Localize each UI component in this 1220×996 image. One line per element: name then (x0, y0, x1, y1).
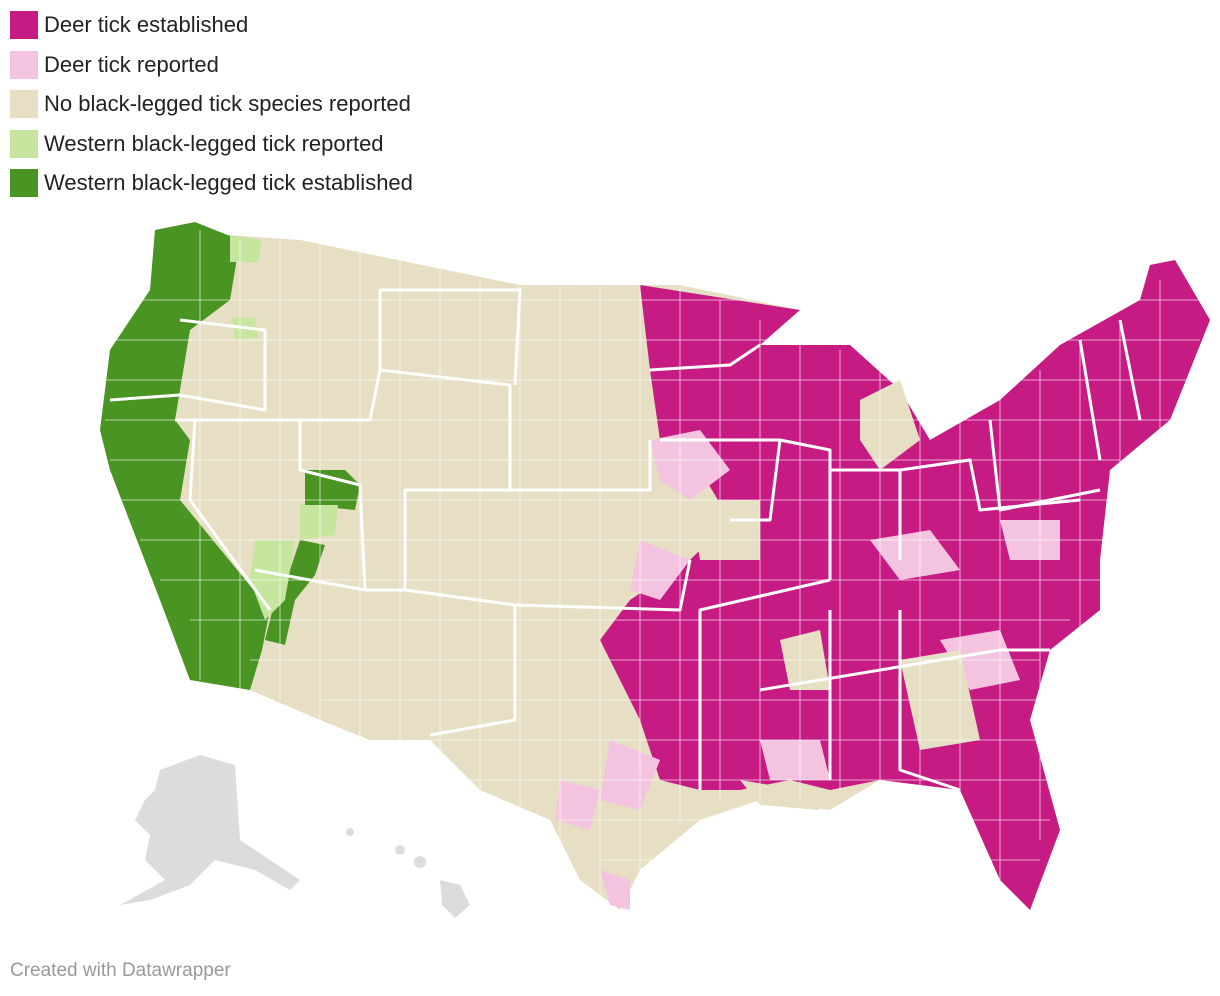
legend-item: Deer tick reported (10, 50, 219, 79)
region (760, 740, 830, 780)
region (690, 500, 760, 560)
region (600, 870, 630, 910)
region (600, 260, 1210, 910)
legend-item: Western black-legged tick established (10, 169, 413, 197)
legend-swatch (10, 50, 38, 79)
legend-label: No black-legged tick species reported (44, 91, 411, 116)
legend-item: No black-legged tick species reported (10, 90, 411, 118)
region (100, 222, 270, 690)
legend-item: Deer tick established (10, 11, 248, 39)
legend-swatch (10, 11, 38, 39)
legend-label: Western black-legged tick established (44, 170, 413, 195)
region (630, 540, 690, 600)
hawaii (395, 845, 405, 855)
legend-label: Deer tick reported (44, 51, 219, 77)
legend-swatch (10, 169, 38, 197)
region (300, 505, 338, 540)
legend-label: Deer tick established (44, 12, 249, 37)
region (555, 780, 600, 830)
hawaii (440, 880, 470, 918)
hawaii (414, 856, 426, 868)
region (870, 530, 960, 580)
region (860, 380, 920, 470)
credit: Created with Datawrapper (10, 960, 231, 981)
hawaii (346, 828, 354, 836)
region (230, 235, 262, 262)
region (600, 740, 660, 810)
legend-label: Western black-legged tick reported (44, 130, 384, 156)
legend-swatch (10, 90, 38, 118)
alaska (120, 755, 300, 905)
region (650, 430, 730, 500)
legend-item: Western black-legged tick reported (10, 129, 384, 158)
legend-swatch (10, 129, 38, 158)
